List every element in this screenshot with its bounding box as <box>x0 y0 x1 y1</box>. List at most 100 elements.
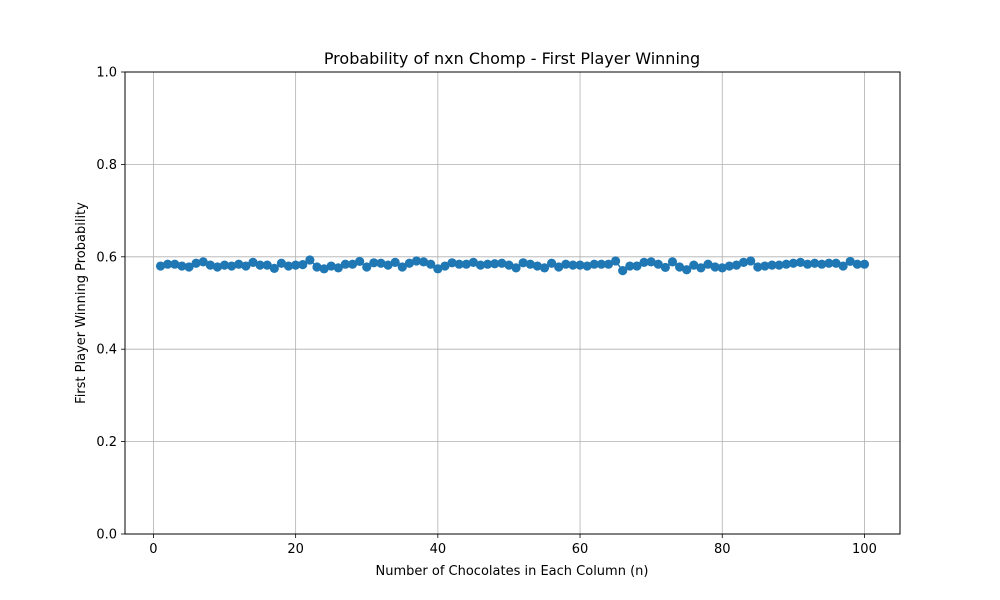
data-point <box>234 259 244 269</box>
data-point <box>219 260 230 270</box>
data-point <box>724 261 734 271</box>
data-point <box>845 256 855 267</box>
data-point <box>731 260 742 270</box>
x-tick-label: 0 <box>149 542 157 557</box>
y-tick-label: 0.4 <box>96 343 117 358</box>
data-point <box>411 256 422 266</box>
data-point <box>298 260 308 270</box>
y-tick-label: 0.8 <box>96 158 117 173</box>
data-point <box>625 261 635 271</box>
data-point <box>746 256 756 266</box>
x-tick-label: 80 <box>714 542 731 557</box>
data-point <box>554 262 564 272</box>
data-point <box>532 261 542 271</box>
data-point <box>404 258 415 268</box>
data-point <box>454 259 464 269</box>
data-point <box>781 259 791 269</box>
data-point <box>312 262 322 272</box>
data-point <box>433 264 443 274</box>
data-point <box>241 261 251 271</box>
data-point <box>426 259 436 269</box>
data-point <box>525 259 535 269</box>
data-point <box>618 266 628 276</box>
y-axis-label: First Player Winning Probability <box>74 202 89 404</box>
data-point <box>674 262 685 272</box>
plot-area <box>125 72 900 534</box>
data-point <box>831 258 841 268</box>
data-point <box>660 262 670 273</box>
data-point <box>653 259 663 269</box>
data-point <box>212 262 223 272</box>
data-point <box>255 260 265 270</box>
data-point <box>760 261 770 271</box>
data-point <box>340 259 351 269</box>
data-point <box>817 259 827 269</box>
data-point <box>177 261 187 271</box>
data-point <box>539 263 550 273</box>
data-point <box>717 263 727 273</box>
data-point <box>788 258 798 268</box>
data-point <box>170 259 180 269</box>
data-point <box>689 260 699 270</box>
data-point <box>291 260 301 270</box>
data-point <box>461 259 471 269</box>
data-point <box>497 258 507 268</box>
x-tick-label: 20 <box>287 542 304 557</box>
data-point <box>753 262 763 272</box>
data-point <box>475 260 486 270</box>
plot-frame <box>124 71 901 535</box>
data-point <box>802 259 813 269</box>
y-tick-label: 1.0 <box>96 66 117 81</box>
data-point <box>163 259 173 269</box>
data-point <box>632 261 642 271</box>
data-point <box>703 259 713 269</box>
data-point <box>646 257 656 267</box>
data-point <box>710 262 720 272</box>
x-tick-label: 100 <box>852 542 877 557</box>
data-point <box>504 260 514 270</box>
data-point <box>376 258 386 268</box>
data-point <box>518 258 528 268</box>
data-point <box>795 257 806 267</box>
data-point <box>589 259 599 269</box>
x-tick-label: 60 <box>572 542 589 557</box>
data-point <box>810 258 820 268</box>
data-point <box>838 261 848 271</box>
data-point <box>859 259 870 269</box>
data-point <box>248 257 258 267</box>
data-point <box>390 257 400 267</box>
data-point <box>774 260 784 270</box>
data-point <box>682 265 692 275</box>
data-point <box>362 262 372 272</box>
data-point <box>511 263 521 273</box>
data-point <box>184 262 194 272</box>
data-point <box>852 259 862 269</box>
data-point <box>333 263 343 273</box>
data-point <box>326 261 336 271</box>
axis-ticks: 0 20 40 60 80 100 0.0 0.2 0.4 0.6 0.8 1.0 <box>96 66 877 558</box>
data-point <box>582 261 592 271</box>
data-point <box>568 260 578 270</box>
data-point <box>276 258 287 268</box>
data-point <box>547 258 557 268</box>
data-point <box>383 260 393 270</box>
data-point <box>603 259 614 269</box>
y-tick-label: 0.0 <box>96 528 117 543</box>
data-point <box>347 259 358 269</box>
data-point <box>262 260 272 270</box>
chart-title: Probability of nxn Chomp - First Player … <box>324 49 700 68</box>
data-point <box>639 257 649 267</box>
data-point <box>355 256 365 267</box>
data-point <box>155 261 166 271</box>
data-point <box>696 263 706 273</box>
data-point <box>610 256 621 266</box>
data-point <box>440 261 450 271</box>
data-point <box>319 264 329 274</box>
data-point <box>490 259 500 269</box>
data-point <box>483 259 493 269</box>
data-point <box>767 260 777 270</box>
data-point <box>269 263 279 273</box>
data-point <box>198 257 208 267</box>
series-markers <box>155 255 870 276</box>
